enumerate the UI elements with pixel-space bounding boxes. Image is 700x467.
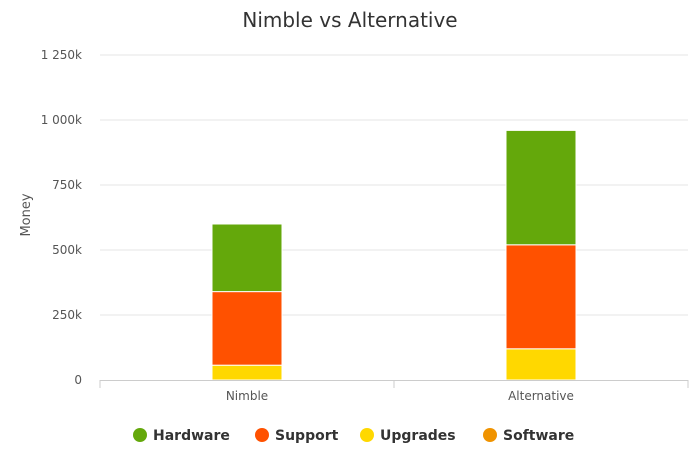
legend-label: Support — [275, 428, 339, 444]
bar-upgrades-nimble[interactable] — [211, 364, 283, 381]
legend-marker — [255, 428, 269, 442]
bar-support-nimble[interactable] — [211, 291, 283, 366]
y-tick-label: 1 250k — [41, 48, 82, 62]
legend-item-hardware[interactable]: Hardware — [133, 428, 230, 444]
y-ticks: 0 250k 500k 750k 1 000k 1 250k — [41, 48, 82, 387]
legend-item-software[interactable]: Software — [483, 428, 574, 444]
y-tick-label: 0 — [74, 373, 82, 387]
legend-marker — [133, 428, 147, 442]
legend-label: Software — [503, 428, 574, 444]
legend: Hardware Support Upgrades Software — [133, 428, 574, 444]
bar-hardware-alternative[interactable] — [505, 129, 577, 246]
legend-item-upgrades[interactable]: Upgrades — [360, 428, 456, 444]
chart-title: Nimble vs Alternative — [242, 8, 457, 32]
y-axis-label: Money — [19, 193, 34, 236]
y-tick-label: 250k — [52, 308, 82, 322]
x-axis: Nimble Alternative — [99, 380, 689, 403]
gridlines — [100, 54, 688, 316]
x-tick-label: Alternative — [508, 389, 574, 403]
bar-upgrades-alternative[interactable] — [505, 348, 577, 381]
y-tick-label: 750k — [52, 178, 82, 192]
bar-support-alternative[interactable] — [505, 244, 577, 350]
bars — [211, 129, 577, 381]
y-tick-label: 1 000k — [41, 113, 82, 127]
legend-item-support[interactable]: Support — [255, 428, 339, 444]
legend-marker — [360, 428, 374, 442]
x-tick-label: Nimble — [226, 389, 268, 403]
bar-hardware-nimble[interactable] — [211, 223, 283, 293]
y-tick-label: 500k — [52, 243, 82, 257]
legend-label: Upgrades — [380, 428, 456, 444]
legend-marker — [483, 428, 497, 442]
legend-label: Hardware — [153, 428, 230, 444]
